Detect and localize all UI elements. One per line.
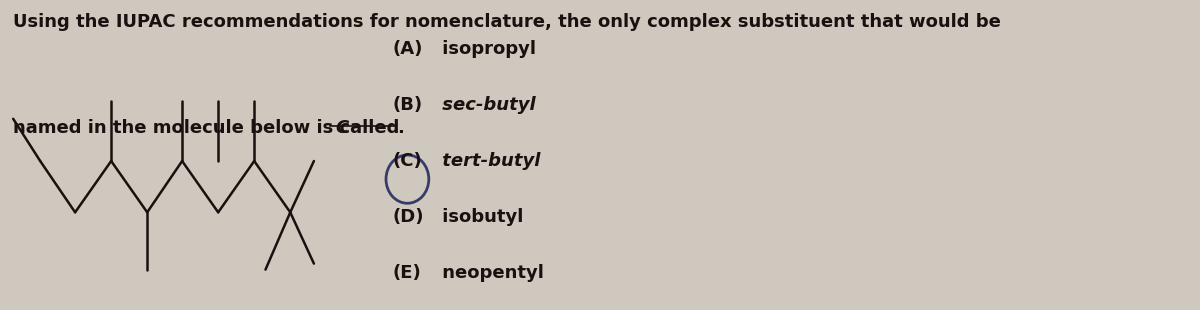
Text: (A): (A) — [392, 40, 424, 58]
Text: (E): (E) — [392, 264, 421, 281]
Text: (D): (D) — [392, 208, 425, 226]
Text: neopentyl: neopentyl — [436, 264, 544, 281]
Text: sec-butyl: sec-butyl — [436, 96, 535, 114]
Text: .: . — [397, 119, 404, 137]
Text: isopropyl: isopropyl — [436, 40, 535, 58]
Text: isobutyl: isobutyl — [436, 208, 523, 226]
Text: Using the IUPAC recommendations for nomenclature, the only complex substituent t: Using the IUPAC recommendations for nome… — [13, 13, 1001, 31]
Text: C: C — [335, 119, 348, 137]
Text: (C): (C) — [392, 152, 422, 170]
Text: tert-butyl: tert-butyl — [436, 152, 540, 170]
Text: named in the molecule below is called: named in the molecule below is called — [13, 119, 400, 137]
Text: (B): (B) — [392, 96, 422, 114]
